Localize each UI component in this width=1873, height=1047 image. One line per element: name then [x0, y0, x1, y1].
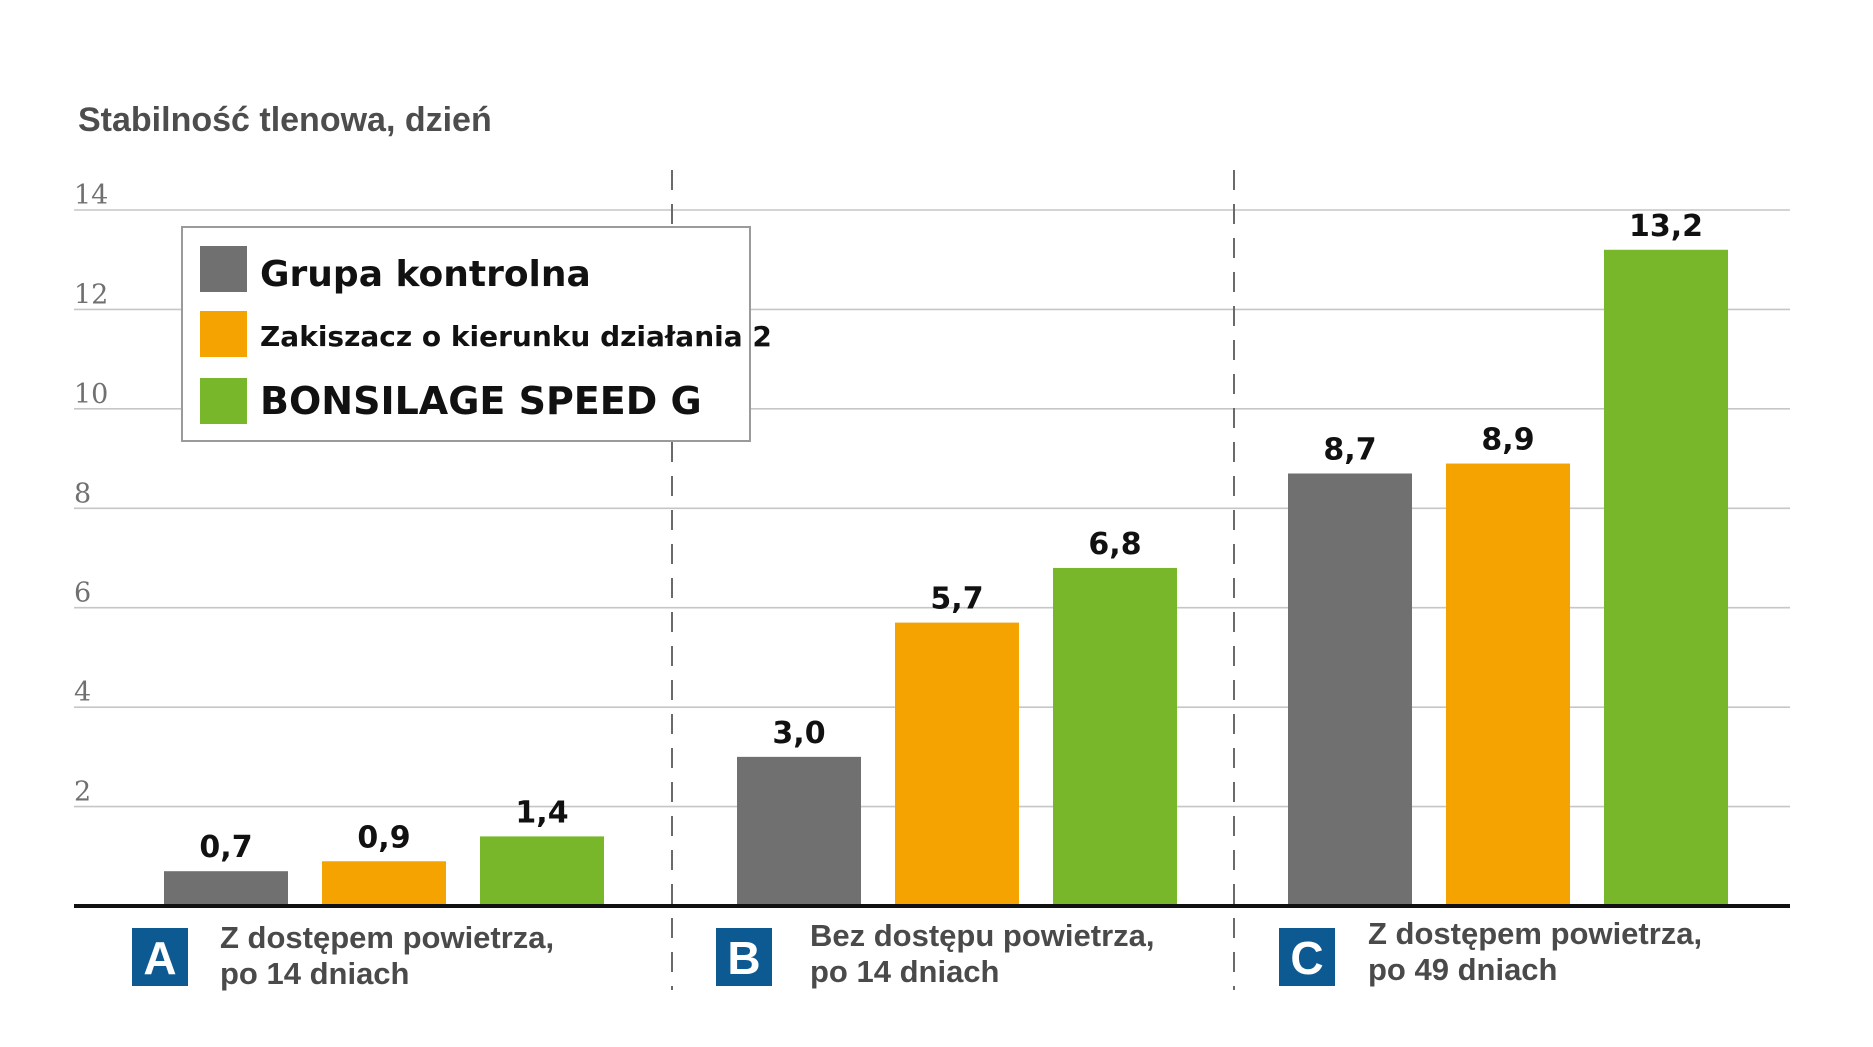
bar: [1604, 249, 1728, 906]
bar: [1446, 463, 1570, 906]
bars: [164, 249, 1728, 906]
group-badge-letter: B: [727, 932, 760, 984]
bar: [322, 861, 446, 906]
legend-label: Zakiszacz o kierunku działania 2: [260, 320, 772, 353]
bar-value-label: 0,7: [199, 830, 252, 865]
bar-value-label: 0,9: [357, 820, 410, 855]
group-badge-letter: C: [1290, 932, 1323, 984]
group-label-line1: Z dostępem powietrza,: [1368, 916, 1702, 951]
group-label-line2: po 49 dniach: [1368, 952, 1557, 987]
bar-value-label: 13,2: [1629, 209, 1703, 244]
y-tick-label: 4: [74, 677, 91, 708]
chart-title: Stabilność tlenowa, dzień: [78, 101, 492, 139]
group-label-line1: Bez dostępu powietrza,: [810, 918, 1154, 953]
bar-value-label: 6,8: [1088, 527, 1141, 562]
legend-box: [181, 226, 751, 442]
bar: [1053, 567, 1177, 906]
group-label-line1: Z dostępem powietrza,: [220, 920, 554, 955]
value-labels: 0,7 0,9 1,4 3,0 5,7 6,8 8,7 8,9 13,2: [199, 209, 1703, 865]
y-tick-label: 6: [74, 578, 91, 609]
bar-value-label: 8,9: [1481, 423, 1534, 458]
bar-value-label: 5,7: [930, 582, 983, 617]
y-tick-label: 10: [74, 379, 108, 410]
y-tick-label: 2: [74, 777, 91, 808]
group-badge: [1279, 928, 1335, 986]
legend-label: BONSILAGE SPEED G: [260, 379, 702, 423]
y-tick-label: 8: [74, 478, 91, 509]
bar: [480, 836, 604, 906]
group-badge: [716, 928, 772, 986]
group-badge-letter: A: [143, 932, 176, 984]
group-label-line2: po 14 dniach: [810, 954, 999, 989]
bar: [1288, 473, 1412, 906]
bar-value-label: 8,7: [1323, 432, 1376, 467]
y-tick-label: 12: [74, 279, 108, 310]
legend-swatch: [200, 311, 247, 357]
legend-swatch: [200, 378, 247, 424]
bar: [895, 622, 1019, 906]
bar: [164, 871, 288, 906]
bar: [737, 756, 861, 906]
legend-label: Grupa kontrolna: [260, 254, 591, 295]
group-label-line2: po 14 dniach: [220, 956, 409, 991]
bar-value-label: 1,4: [515, 795, 568, 830]
group-badge: [132, 928, 188, 986]
y-axis-ticks: 2 4 6 8 10 12 14: [74, 180, 108, 808]
y-tick-label: 14: [74, 180, 108, 211]
bar-value-label: 3,0: [772, 716, 825, 751]
legend: Grupa kontrolna Zakiszacz o kierunku dzia…: [181, 226, 772, 442]
legend-swatch: [200, 246, 247, 292]
